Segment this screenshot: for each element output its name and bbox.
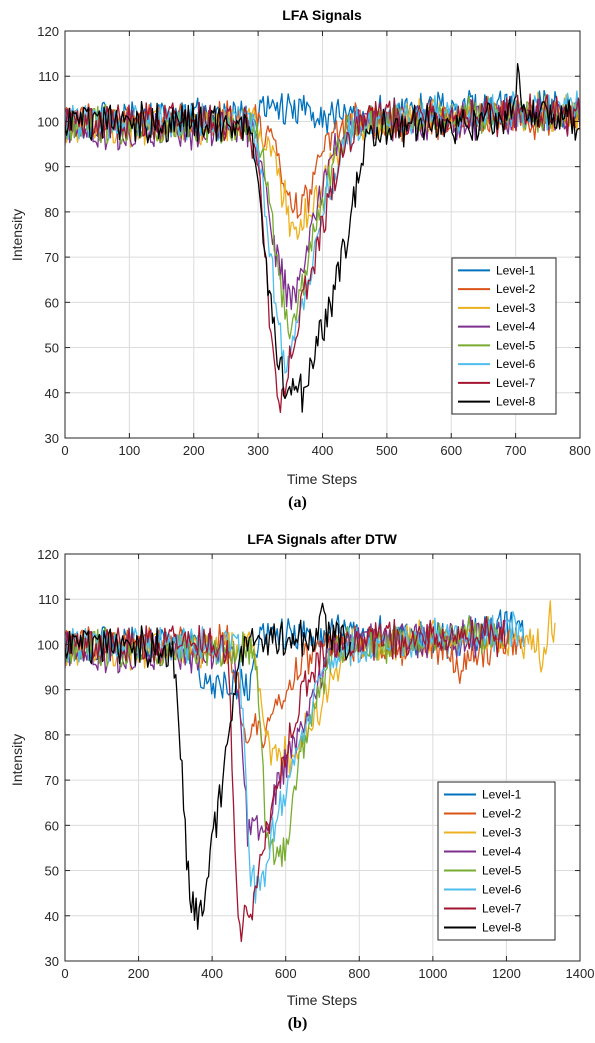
x-tick-label: 100 [119, 443, 141, 458]
chart-title: LFA Signals [282, 7, 362, 23]
y-tick-label: 110 [38, 69, 59, 84]
y-tick-label: 50 [45, 341, 59, 356]
x-tick-label: 1400 [566, 966, 595, 981]
y-tick-label: 120 [37, 24, 59, 39]
y-tick-label: 30 [45, 954, 59, 969]
y-tick-label: 80 [45, 205, 59, 220]
x-tick-label: 1000 [418, 966, 447, 981]
legend: Level-1 Level-2 Level-3 Level-4 Level-5 Level… [451, 257, 557, 415]
y-tick-label: 40 [45, 386, 59, 401]
chart-title: LFA Signals after DTW [247, 531, 397, 547]
legend-box [451, 257, 557, 415]
legend-entry: Level-5 [496, 338, 536, 352]
legend-entry: Level-8 [496, 395, 536, 409]
y-tick-label: 80 [45, 728, 59, 743]
legend-entry: Level-3 [482, 826, 522, 840]
legend-entry: Level-2 [482, 807, 522, 821]
y-tick-label: 60 [45, 295, 59, 310]
y-tick-label: 70 [45, 773, 59, 788]
y-tick-label: 100 [37, 114, 59, 129]
legend-box [437, 781, 556, 941]
x-tick-label: 500 [376, 443, 398, 458]
x-axis-label: Time Steps [287, 992, 357, 1008]
series-line-level-8 [65, 63, 580, 413]
series-line-level-8 [65, 602, 352, 930]
x-tick-label: 800 [348, 966, 370, 981]
x-tick-label: 0 [61, 443, 68, 458]
y-tick-label: 40 [45, 909, 59, 924]
legend-entry: Level-8 [482, 921, 522, 935]
x-tick-label: 400 [312, 443, 334, 458]
x-tick-label: 800 [569, 443, 591, 458]
x-tick-label: 200 [128, 966, 150, 981]
x-tick-label: 300 [247, 443, 269, 458]
x-tick-label: 0 [61, 966, 68, 981]
x-axis-label: Time Steps [287, 471, 357, 487]
y-tick-label: 120 [37, 547, 59, 562]
legend-entry: Level-7 [482, 902, 522, 916]
axes-frame [64, 553, 581, 962]
x-tick-label: 200 [183, 443, 205, 458]
legend-entry: Level-3 [496, 301, 536, 315]
lfa-signals-chart: LFA Signals Time Steps Intensity 0 100 200… [9, 7, 591, 487]
x-tick-label: 600 [440, 443, 462, 458]
x-tick-label: 700 [505, 443, 527, 458]
lfa-signals-after-dtw-chart: LFA Signals after DTW Time Steps Intensi… [9, 531, 595, 1008]
y-axis-label: Intensity [9, 209, 25, 261]
legend-entry: Level-7 [496, 376, 536, 390]
caption-a: (a) [288, 494, 307, 511]
x-tick-label: 600 [275, 966, 297, 981]
y-tick-label: 70 [45, 250, 59, 265]
x-tick-label: 400 [201, 966, 223, 981]
y-tick-label: 50 [45, 864, 59, 879]
caption-b: (b) [287, 1015, 308, 1032]
y-tick-label: 90 [45, 160, 59, 175]
legend-entry: Level-1 [496, 263, 536, 277]
y-axis-label: Intensity [9, 734, 25, 786]
series-line-level-7 [65, 93, 580, 414]
y-tick-label: 110 [38, 592, 59, 607]
legend-entry: Level-6 [496, 357, 536, 371]
legend-entry: Level-4 [482, 845, 522, 859]
legend-entry: Level-2 [496, 282, 536, 296]
y-tick-label: 90 [45, 683, 59, 698]
series-group [65, 63, 580, 414]
legend-entry: Level-1 [482, 788, 522, 802]
y-tick-label: 60 [45, 818, 59, 833]
legend: Level-1 Level-2 Level-3 Level-4 Level-5 Level… [437, 781, 556, 941]
y-tick-label: 100 [37, 637, 59, 652]
x-tick-label: 1200 [492, 966, 521, 981]
series-group [65, 600, 556, 943]
y-tick-label: 30 [45, 431, 59, 446]
legend-entry: Level-4 [496, 320, 536, 334]
legend-entry: Level-6 [482, 883, 522, 897]
legend-entry: Level-5 [482, 864, 522, 878]
